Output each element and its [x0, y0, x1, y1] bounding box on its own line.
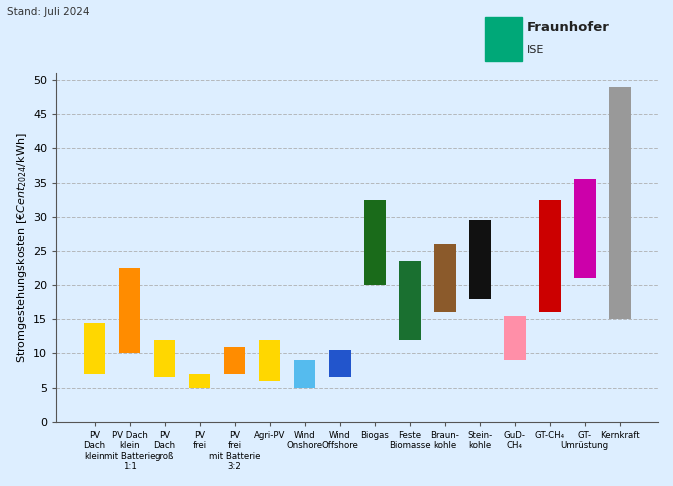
Bar: [118, 268, 141, 353]
Bar: [434, 244, 456, 312]
Bar: [364, 200, 386, 285]
Bar: [83, 323, 106, 374]
Bar: [504, 316, 526, 360]
Bar: [539, 200, 561, 312]
Bar: [223, 347, 246, 374]
Bar: [609, 87, 631, 319]
Bar: [329, 350, 351, 377]
Bar: [153, 340, 176, 377]
Bar: [258, 340, 281, 381]
Bar: [399, 261, 421, 340]
Bar: [294, 360, 316, 388]
Text: Stand: Juli 2024: Stand: Juli 2024: [7, 7, 90, 17]
Bar: [188, 374, 211, 388]
Y-axis label: Stromgestehungskosten [$€Cent_{2024}$/kWh]: Stromgestehungskosten [$€Cent_{2024}$/kW…: [15, 132, 29, 363]
Bar: [469, 220, 491, 299]
Text: ISE: ISE: [527, 45, 544, 55]
Bar: [574, 179, 596, 278]
Text: Fraunhofer: Fraunhofer: [527, 21, 610, 35]
